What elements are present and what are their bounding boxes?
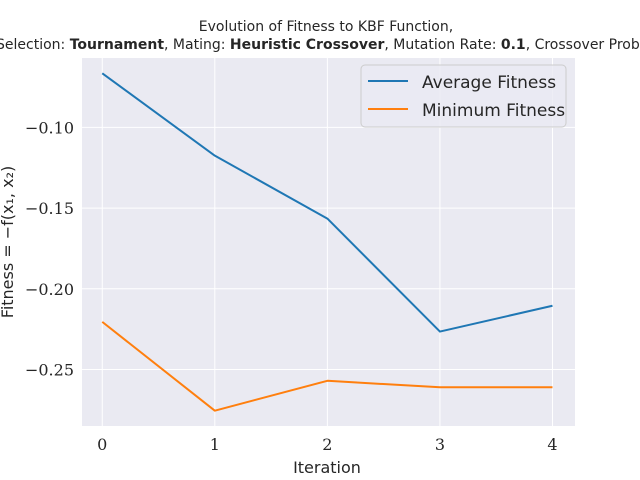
y-axis-label: Fitness = −f(x₁, x₂) [0,166,17,318]
y-tick-label: −0.15 [25,199,74,218]
x-tick-label: 2 [322,435,332,454]
x-tick-label: 1 [210,435,220,454]
tick-labels: 0 1 2 3 4 −0.10 −0.15 −0.20 −0.25 [25,118,558,454]
x-tick-label: 4 [547,435,557,454]
series-layer [101,72,553,412]
title-mating-value: Heuristic Crossover [230,37,385,53]
x-axis-label: Iteration [293,458,361,477]
chart-title-line-2: Selection: Tournament, Mating: Heuristic… [0,37,640,53]
title-mating-prefix: , Mating: [164,37,230,53]
legend-label-minimum: Minimum Fitness [422,101,565,121]
title-selection-value: Tournament [70,37,165,53]
x-tick-label: 0 [97,435,107,454]
legend: Average Fitness Minimum Fitness [360,64,567,128]
title-crossover-prefix: , Crossover Prob: [526,37,640,53]
legend-label-average: Average Fitness [422,73,556,93]
chart-title-line-1: Evolution of Fitness to KBF Function, [199,19,453,35]
y-tick-label: −0.10 [25,118,74,137]
x-tick-label: 3 [435,435,445,454]
title-mutation-prefix: , Mutation Rate: [384,37,500,53]
y-tick-label: −0.25 [25,361,74,380]
legend-box [360,64,567,128]
title-selection-prefix: Selection: [0,37,70,53]
title-mutation-value: 0.1 [501,37,526,53]
y-tick-label: −0.20 [25,280,74,299]
